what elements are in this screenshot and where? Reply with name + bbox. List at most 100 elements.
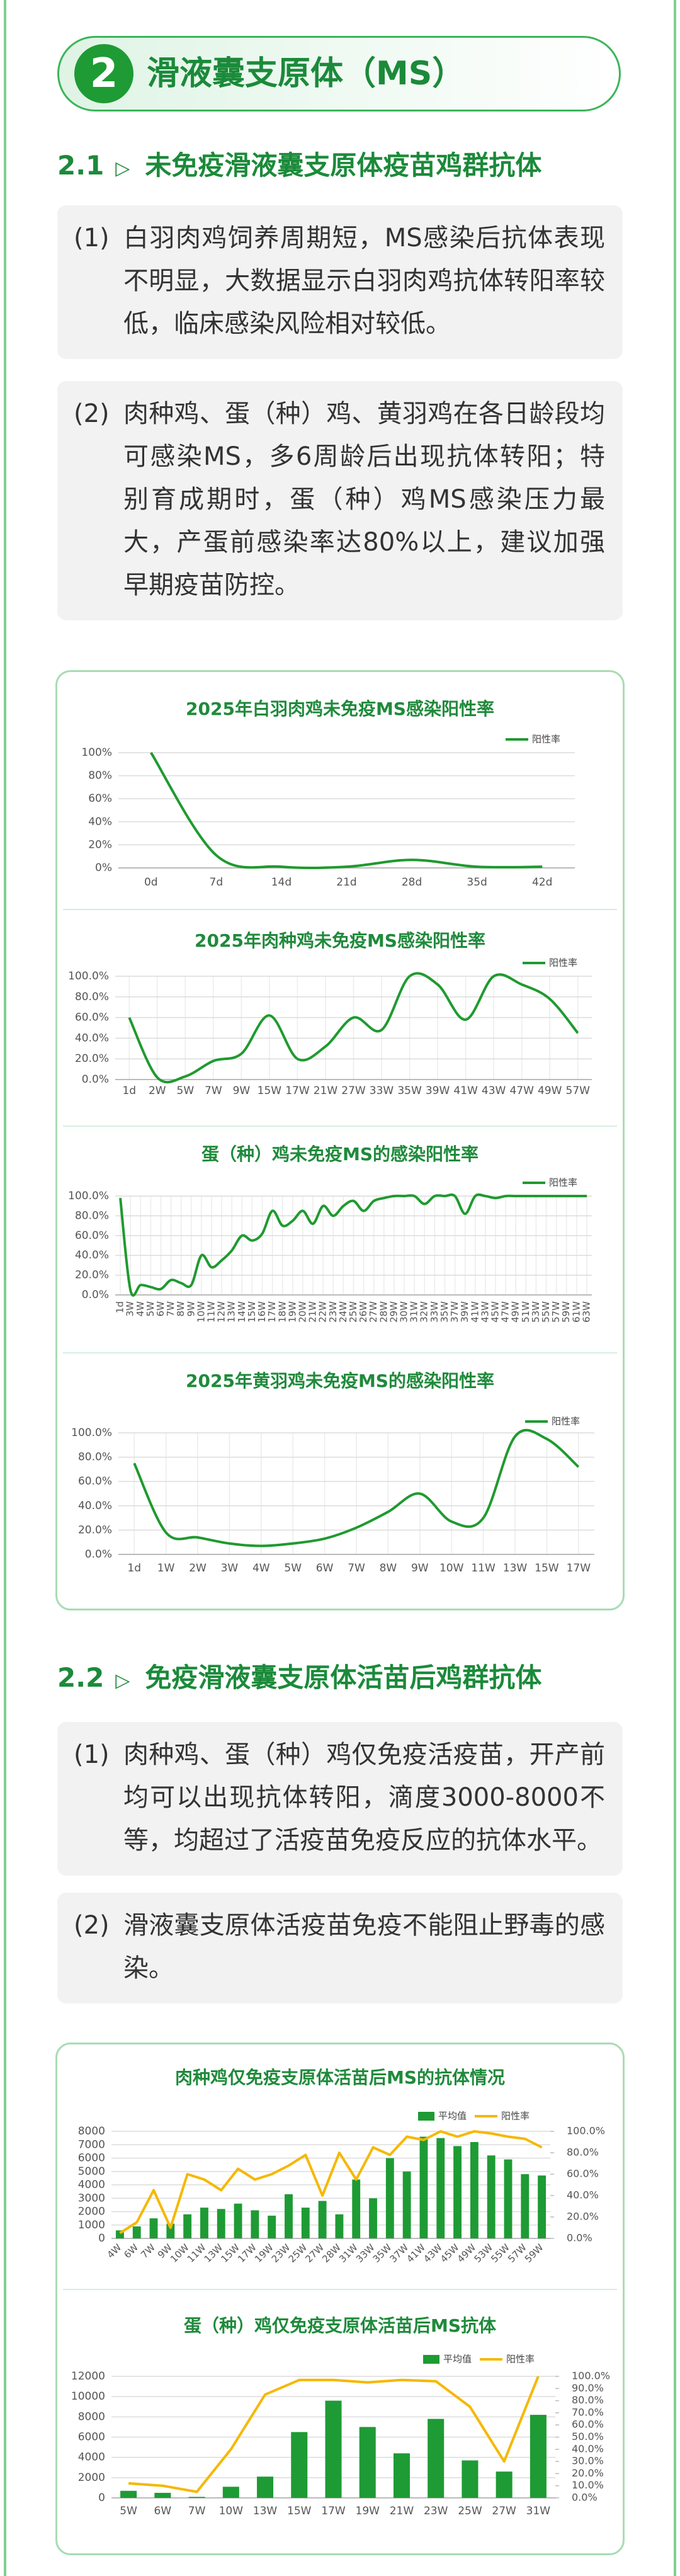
x-tick-label: 21W (390, 2505, 414, 2517)
x-tick-label: 7W (205, 1085, 222, 1097)
x-tick-label: 4W (135, 1301, 146, 1317)
bar (402, 2171, 411, 2238)
y2-tick-label: 40.0% (567, 2189, 599, 2201)
y-tick-label: 20.0% (75, 1269, 109, 1282)
edge-line (4, 0, 6, 2576)
separator (63, 2289, 617, 2290)
section-number: 2 (74, 44, 133, 103)
item-text: 滑液囊支原体活疫苗免疫不能阻止野毒的感染。 (123, 1911, 605, 1983)
separator (63, 1352, 617, 1354)
x-tick-label: 15W (535, 1562, 559, 1575)
x-tick-label: 27W (341, 1085, 366, 1097)
x-tick-label: 3W (125, 1301, 136, 1317)
y2-tick-label: 30.0% (572, 2455, 604, 2467)
x-tick-label: 13W (503, 1562, 528, 1575)
y-tick-label: 1000 (78, 2219, 105, 2231)
item-label: (2) (74, 1911, 110, 1940)
x-tick-label: 41W (453, 1085, 478, 1097)
x-tick-label: 21W (307, 1301, 319, 1323)
x-tick-label: 42d (532, 876, 552, 889)
bar (318, 2201, 327, 2238)
bar (487, 2155, 496, 2238)
y-tick-label: 60% (88, 792, 112, 805)
chart-title: 2025年白羽肉鸡未免疫MS感染阳性率 (186, 698, 494, 719)
bar (200, 2208, 208, 2238)
x-tick-label: 6W (316, 1562, 334, 1575)
item-label: (1) (74, 1740, 110, 1769)
x-tick-label: 5W (145, 1301, 156, 1317)
y-tick-label: 12000 (71, 2370, 105, 2383)
bar (352, 2179, 361, 2238)
y-tick-label: 100.0% (68, 1190, 109, 1202)
x-tick-label: 11W (471, 1562, 496, 1575)
x-tick-label: 59W (560, 1301, 572, 1323)
bar (120, 2490, 137, 2498)
x-tick-label: 1W (157, 1562, 175, 1575)
y2-tick-label: 100.0% (572, 2370, 610, 2382)
x-tick-label: 17W (321, 2505, 346, 2517)
arrow-icon: ▷ (115, 157, 130, 180)
x-tick-label: 35W (397, 1085, 422, 1097)
subsection-number: 2.1 (57, 150, 105, 181)
y-tick-label: 0 (98, 2492, 105, 2504)
y-tick-label: 60.0% (75, 1012, 109, 1024)
y-tick-label: 80.0% (78, 1451, 112, 1464)
x-tick-label: 23W (424, 2505, 448, 2517)
x-tick-label: 9W (233, 1085, 251, 1097)
y2-tick-label: 20.0% (567, 2211, 599, 2223)
x-tick-label: 32W (419, 1301, 430, 1323)
x-tick-label: 18W (276, 1301, 288, 1323)
x-tick-label: 41W (469, 1301, 480, 1323)
x-tick-label: 1d (127, 1562, 141, 1575)
y-tick-label: 80% (88, 770, 112, 782)
item-label: (1) (74, 224, 110, 253)
text-box: (1) 肉种鸡、蛋（种）鸡仅免疫活疫苗，开产前均可以出现抗体转阳，滴度3000-… (57, 1722, 623, 1876)
x-tick-label: 35W (439, 1301, 450, 1323)
legend-label: 阳性率 (552, 1416, 580, 1427)
y-tick-label: 0.0% (82, 1289, 109, 1301)
y-tick-label: 8000 (78, 2410, 105, 2423)
x-tick-label: 61W (570, 1301, 582, 1323)
bar (359, 2427, 376, 2498)
item-text: 肉种鸡、蛋（种）鸡仅免疫活疫苗，开产前均可以出现抗体转阳，滴度3000-8000… (123, 1740, 605, 1855)
y-tick-label: 4000 (78, 2179, 105, 2191)
x-tick-label: 15W (246, 1301, 258, 1323)
y2-tick-label: 50.0% (572, 2431, 604, 2442)
x-tick-label: 5W (284, 1562, 302, 1575)
bar (217, 2209, 225, 2238)
bar (183, 2214, 192, 2238)
x-tick-label: 14W (236, 1301, 247, 1323)
x-tick-label: 6W (154, 2505, 172, 2517)
x-tick-label: 37W (449, 1301, 460, 1323)
x-tick-label: 5W (177, 1085, 195, 1097)
arrow-icon: ▷ (115, 1670, 130, 1692)
section-banner: 2 滑液囊支原体（MS） (57, 36, 621, 111)
x-tick-label: 9W (411, 1562, 429, 1575)
y2-tick-label: 10.0% (572, 2479, 604, 2491)
x-tick-label: 7W (165, 1301, 176, 1317)
bar (301, 2208, 310, 2238)
y2-tick-label: 20.0% (572, 2467, 604, 2479)
y2-tick-label: 0.0% (567, 2232, 592, 2244)
y-tick-label: 6000 (78, 2152, 105, 2165)
x-tick-label: 1d (115, 1301, 126, 1313)
x-tick-label: 49W (510, 1301, 521, 1323)
y-tick-label: 2000 (78, 2206, 105, 2218)
x-tick-label: 57W (566, 1085, 591, 1097)
x-tick-label: 31W (409, 1301, 420, 1323)
separator (63, 909, 617, 910)
x-tick-label: 43W (482, 1085, 506, 1097)
bar (222, 2487, 239, 2498)
y2-tick-label: 80.0% (567, 2146, 599, 2158)
bar (453, 2146, 462, 2238)
bar (521, 2174, 530, 2238)
subsection-title: 免疫滑液囊支原体活苗后鸡群抗体 (145, 1662, 542, 1693)
x-tick-label: 39W (426, 1085, 450, 1097)
chart-title: 2025年肉种鸡未免疫MS感染阳性率 (195, 930, 485, 951)
text-box: (1) 白羽肉鸡饲养周期短，MS感染后抗体表现不明显，大数据显示白羽肉鸡抗体转阳… (57, 205, 623, 359)
x-tick-label: 17W (567, 1562, 591, 1575)
bar (530, 2415, 547, 2498)
legend-swatch (418, 2112, 434, 2121)
x-tick-label: 39W (459, 1301, 470, 1323)
